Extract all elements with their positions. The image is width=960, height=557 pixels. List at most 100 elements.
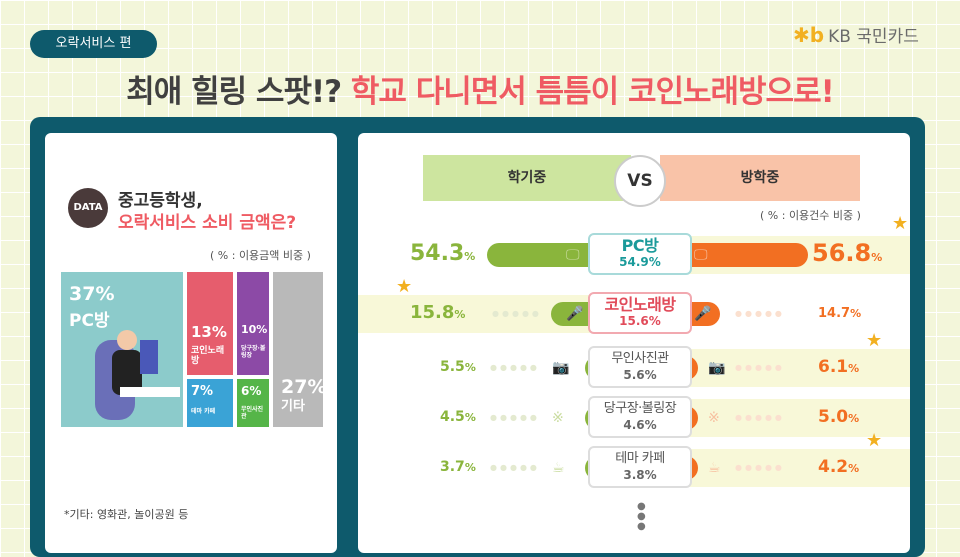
microphone-icon: 🎤 xyxy=(566,306,584,322)
category-name: 테마 카페 xyxy=(615,451,665,466)
vacation-number: 5.0 xyxy=(818,406,849,427)
highlight-band xyxy=(684,399,910,437)
gamer-head-illustration xyxy=(117,330,137,350)
pct-sign: % xyxy=(850,306,862,320)
treemap-label: 테마 카페 xyxy=(191,408,216,415)
treemap-pct: 13% xyxy=(191,323,227,341)
section-tag: 오락서비스 편 xyxy=(30,30,157,58)
pct-sign: % xyxy=(464,360,476,374)
semester-number: 5.5 xyxy=(440,358,465,375)
star-icon: ★ xyxy=(866,330,883,351)
vacation-value: 6.1% xyxy=(818,357,859,377)
category-label-box: 당구장·볼링장 4.6% xyxy=(588,396,692,438)
vs-badge: VS xyxy=(614,155,666,207)
title-part2: 학교 다니면서 틈틈이 코인노래방으로! xyxy=(350,74,835,110)
dotted-leader-left: ●●●●● xyxy=(490,413,540,422)
pct-sign: % xyxy=(871,251,883,265)
highlight-band xyxy=(684,349,910,387)
treemap-label: PC방 xyxy=(69,311,110,331)
treemap-label: 당구장·볼링장 xyxy=(241,345,266,359)
star-icon: ★ xyxy=(866,430,883,451)
semester-bar xyxy=(487,243,600,267)
microphone-icon: 🎤 xyxy=(694,306,712,322)
dotted-leader-right: ●●●●● xyxy=(735,463,785,472)
vacation-value: 14.7% xyxy=(818,306,861,321)
vacation-number: 56.8 xyxy=(812,239,872,268)
pct-sign: % xyxy=(464,460,476,474)
left-heading-line2: 오락서비스 소비 금액은? xyxy=(118,213,297,233)
semester-number: 15.8 xyxy=(410,302,455,324)
dotted-leader-left: ●●●●● xyxy=(490,363,540,372)
billiards-icon: ※ xyxy=(708,410,720,426)
treemap-cell-2: 10% 당구장·볼링장 xyxy=(237,272,269,375)
treemap-pct: 6% xyxy=(241,384,262,398)
left-heading-line1: 중고등학생, xyxy=(118,191,203,211)
monitor-icon: 🖵 xyxy=(694,247,708,263)
kb-kookmin-card-logo: ✱b KB 국민카드 xyxy=(793,22,919,48)
camera-icon: 📷 xyxy=(708,360,726,376)
treemap-cell-3: 27% 기타 xyxy=(273,272,323,427)
treemap-pct: 27% xyxy=(281,376,323,398)
category-total: 15.6% xyxy=(619,314,661,328)
pct-sign: % xyxy=(848,411,860,425)
star-icon: ★ xyxy=(396,276,413,297)
vacation-number: 4.2 xyxy=(818,456,849,477)
treemap-cell-5: 6% 무인사진관 xyxy=(237,379,269,427)
vacation-bar xyxy=(680,243,808,267)
dotted-leader-right: ●●●●● xyxy=(735,309,785,318)
header-vacation: 방학중 xyxy=(660,155,860,201)
vacation-value: 56.8% xyxy=(812,239,882,267)
semester-value: 15.8% xyxy=(410,302,465,323)
category-total: 3.8% xyxy=(623,468,657,482)
right-unit-note: ( % : 이용건수 비중 ) xyxy=(760,209,861,222)
billiards-icon: ※ xyxy=(552,410,564,426)
category-name: 무인사진관 xyxy=(611,351,669,366)
semester-value: 3.7% xyxy=(440,459,476,475)
treemap-pct: 10% xyxy=(241,323,268,336)
monitor-illustration xyxy=(140,340,158,374)
category-total: 54.9% xyxy=(619,255,661,269)
logo-text: KB 국민카드 xyxy=(828,27,919,47)
star-icon: ★ xyxy=(892,213,909,234)
treemap-cell-1: 13% 코인노래방 xyxy=(187,272,233,375)
treemap-cell-4: 7% 테마 카페 xyxy=(187,379,233,427)
semester-number: 3.7 xyxy=(440,458,465,475)
treemap-label: 기타 xyxy=(281,399,305,414)
category-total: 4.6% xyxy=(623,418,657,432)
vacation-value: 5.0% xyxy=(818,407,859,427)
pct-sign: % xyxy=(848,461,860,475)
vacation-value: 4.2% xyxy=(818,457,859,477)
treemap-pct: 37% xyxy=(69,283,115,305)
monitor-icon: 🖵 xyxy=(566,247,580,263)
pct-sign: % xyxy=(454,308,466,322)
category-label-box: 테마 카페 3.8% xyxy=(588,446,692,488)
category-name: PC방 xyxy=(621,236,659,255)
left-unit-note: ( % : 이용금액 비중 ) xyxy=(210,249,311,262)
footnote: *기타: 영화관, 놀이공원 등 xyxy=(64,508,189,521)
camera-icon: 📷 xyxy=(552,360,570,376)
pct-sign: % xyxy=(464,249,476,263)
category-label-box: 무인사진관 5.6% xyxy=(588,346,692,388)
highlight-band xyxy=(684,449,910,487)
pct-sign: % xyxy=(848,361,860,375)
dotted-leader-right: ●●●●● xyxy=(735,413,785,422)
title-part1: 최애 힐링 스팟!? xyxy=(126,74,342,110)
category-label-box: 코인노래방 15.6% xyxy=(588,292,692,334)
data-badge: DATA xyxy=(68,188,108,228)
page-title: 최애 힐링 스팟!? 학교 다니면서 틈틈이 코인노래방으로! xyxy=(0,66,960,111)
treemap-label: 무인사진관 xyxy=(241,406,264,420)
coffee-cup-icon: ☕ xyxy=(552,460,565,476)
semester-value: 54.3% xyxy=(410,241,475,266)
category-total: 5.6% xyxy=(623,368,657,382)
dotted-leader-left: ●●●●● xyxy=(490,463,540,472)
semester-number: 4.5 xyxy=(440,408,465,425)
header-semester: 학기중 xyxy=(423,155,631,201)
vacation-number: 6.1 xyxy=(818,356,849,377)
category-name: 당구장·볼링장 xyxy=(603,401,677,416)
semester-value: 4.5% xyxy=(440,409,476,425)
category-label-box: PC방 54.9% xyxy=(588,233,692,275)
semester-value: 5.5% xyxy=(440,359,476,375)
kb-star-icon: ✱b xyxy=(793,22,825,47)
treemap-pct: 7% xyxy=(191,384,214,399)
vacation-number: 14.7 xyxy=(818,305,851,321)
